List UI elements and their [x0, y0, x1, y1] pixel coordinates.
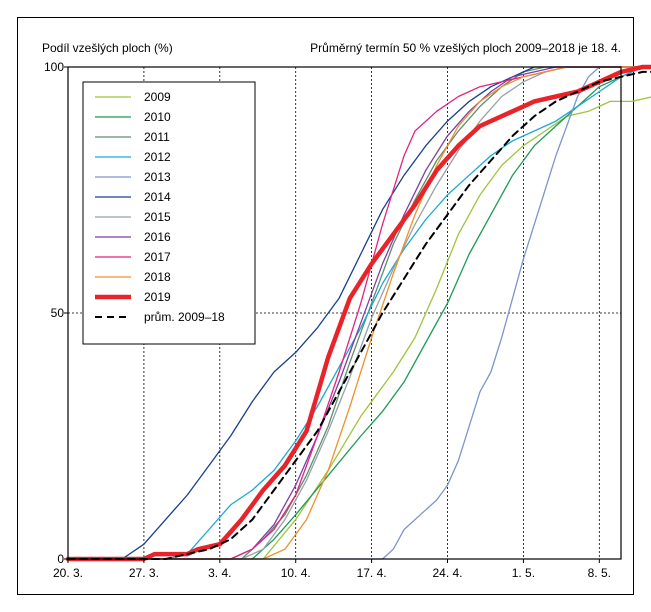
- legend-label: 2013: [144, 170, 171, 184]
- x-tick-label: 17. 4.: [357, 566, 387, 580]
- series-line-2014: [67, 66, 651, 560]
- series-line-2018: [67, 66, 651, 560]
- series-layer: [65, 64, 651, 562]
- x-tick-label: 8. 5.: [588, 566, 611, 580]
- series-line-2015: [67, 66, 651, 560]
- x-tick-label: 1. 5.: [512, 566, 535, 580]
- x-tick-label: 27. 3.: [129, 566, 159, 580]
- legend-label: 2014: [144, 190, 171, 204]
- chart-annotation: Průměrný termín 50 % vzešlých ploch 2009…: [310, 41, 621, 55]
- legend-label: 2016: [144, 230, 171, 244]
- legend-label: 2010: [144, 110, 171, 124]
- x-tick-label: 3. 4.: [208, 566, 231, 580]
- axis-layer: 0 50 100 20. 3. 27. 3. 3. 4. 10. 4. 17. 4. 24. 4…: [44, 60, 622, 580]
- y-tick-label: 100: [44, 60, 64, 74]
- series-line-2013: [67, 66, 651, 560]
- legend-label: 2009: [144, 90, 171, 104]
- series-line-2012: [67, 66, 651, 560]
- series-line-2019: [65, 64, 651, 562]
- y-tick-label: 0: [57, 552, 64, 566]
- series-line-2009: [67, 96, 651, 560]
- x-tick-label: 10. 4.: [281, 566, 311, 580]
- legend-label: prům. 2009–18: [144, 310, 225, 324]
- series-line-pr-m-2009-18: [67, 70, 651, 560]
- x-tick-label: 20. 3.: [53, 566, 83, 580]
- x-tick-label: 24. 4.: [432, 566, 462, 580]
- series-line-2016: [67, 66, 651, 560]
- legend: 2009 2010 2011 2012 2013 2014 2015 2016 2017 2018…: [82, 81, 256, 345]
- series-line-2010: [67, 66, 651, 560]
- legend-label: 2018: [144, 270, 171, 284]
- legend-label: 2015: [144, 210, 171, 224]
- legend-label: 2012: [144, 150, 171, 164]
- legend-box: [82, 81, 256, 345]
- legend-label: 2017: [144, 250, 171, 264]
- y-tick-label: 50: [51, 306, 65, 320]
- legend-label: 2011: [144, 130, 170, 144]
- y-axis-title: Podíl vzešlých ploch (%): [42, 41, 173, 55]
- legend-label: 2019: [144, 290, 171, 304]
